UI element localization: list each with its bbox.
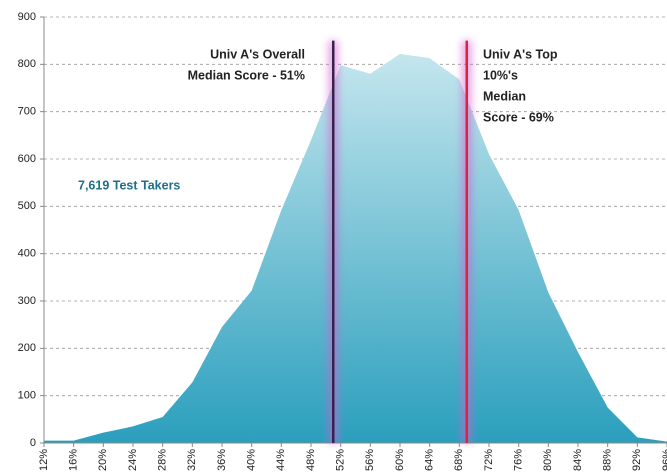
x-tick-label: 44% xyxy=(275,449,287,471)
x-tick-label: 40% xyxy=(246,449,258,471)
y-tick-label: 900 xyxy=(18,11,36,23)
x-tick-label: 28% xyxy=(157,449,169,471)
x-tick-label: 52% xyxy=(335,449,347,471)
y-tick-label: 700 xyxy=(18,106,36,118)
annotation: Score - 69% xyxy=(483,110,554,124)
x-tick-label: 88% xyxy=(602,449,614,471)
x-tick-label: 32% xyxy=(186,449,198,471)
x-tick-label: 76% xyxy=(513,449,525,471)
area xyxy=(44,53,667,444)
x-tick-label: 92% xyxy=(631,449,643,471)
y-tick-label: 500 xyxy=(18,200,36,212)
x-tick-label: 16% xyxy=(68,449,80,471)
x-tick-label: 68% xyxy=(453,449,465,471)
y-tick-label: 0 xyxy=(30,437,36,449)
x-tick-label: 84% xyxy=(572,449,584,471)
x-tick-label: 36% xyxy=(216,449,228,471)
y-tick-label: 600 xyxy=(18,153,36,165)
x-tick-label: 12% xyxy=(38,449,50,471)
x-tick-label: 60% xyxy=(394,449,406,471)
annotation: Median xyxy=(483,89,526,103)
x-tick-label: 72% xyxy=(483,449,495,471)
y-tick-label: 800 xyxy=(18,58,36,70)
x-tick-label: 80% xyxy=(542,449,554,471)
x-tick-label: 64% xyxy=(424,449,436,471)
annotation: 7,619 Test Takers xyxy=(78,178,180,192)
annotation: 10%'s xyxy=(483,68,518,82)
x-tick-label: 20% xyxy=(97,449,109,471)
x-tick-label: 48% xyxy=(305,449,317,471)
y-tick-label: 300 xyxy=(18,295,36,307)
annotation: Median Score - 51% xyxy=(188,68,305,82)
annotation: Univ A's Overall xyxy=(210,47,305,61)
x-tick-label: 24% xyxy=(127,449,139,471)
annotation: Univ A's Top xyxy=(483,47,558,61)
y-tick-label: 400 xyxy=(18,248,36,260)
x-tick-label: 56% xyxy=(364,449,376,471)
y-tick-label: 100 xyxy=(18,390,36,402)
x-tick-label: 96% xyxy=(661,449,667,471)
y-tick-label: 200 xyxy=(18,342,36,354)
